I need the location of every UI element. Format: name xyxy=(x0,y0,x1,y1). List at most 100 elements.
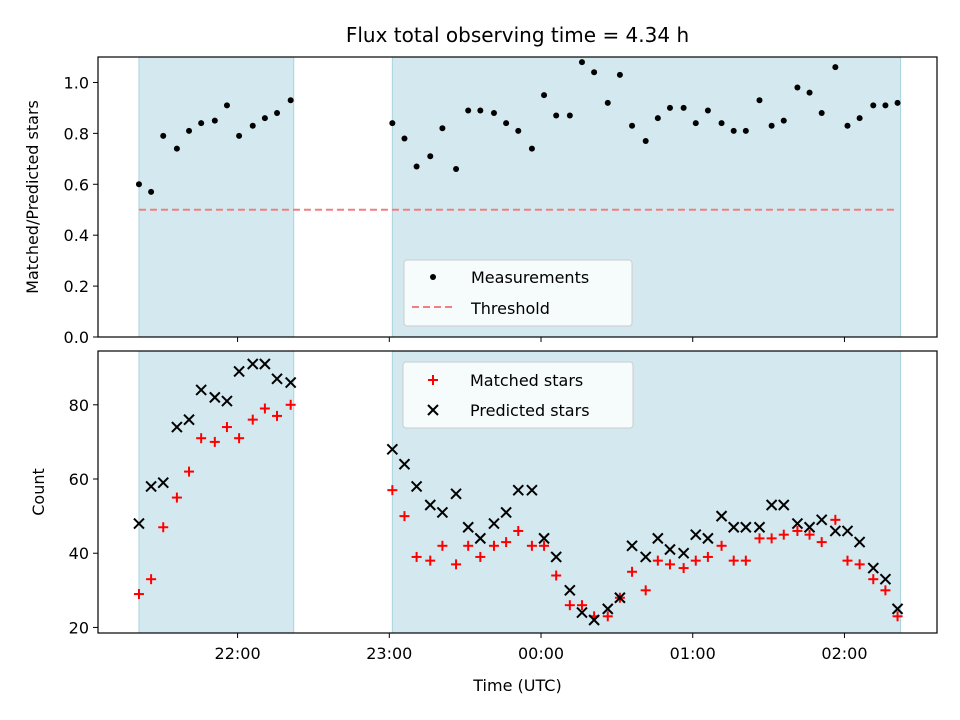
measurement-point xyxy=(806,89,813,96)
predicted-star-point xyxy=(410,480,423,493)
measurement-point xyxy=(453,166,460,172)
measurement-point xyxy=(249,122,256,129)
predicted-star-point xyxy=(879,573,892,585)
measurement-point xyxy=(704,107,711,114)
measurement-point xyxy=(780,117,787,124)
matched-star-point xyxy=(539,540,550,551)
measurement-point xyxy=(490,110,497,116)
x-tick-label: 23:00 xyxy=(366,644,412,663)
y-tick-label: 60 xyxy=(69,470,89,489)
matched-star-point xyxy=(387,485,398,496)
predicted-stars-points xyxy=(133,358,904,626)
matched-star-point xyxy=(425,555,436,566)
measurement-point xyxy=(261,115,268,122)
y-tick-label: 0.0 xyxy=(64,328,89,347)
predicted-star-point xyxy=(891,603,904,615)
y-tick-label: 0.8 xyxy=(64,124,89,143)
ratio-panel: 0.0 0.2 0.4 0.6 0.8 1.0 Flux total observing … xyxy=(23,23,938,347)
matched-star-point xyxy=(652,555,663,566)
y-tick-label: 80 xyxy=(69,396,89,415)
predicted-star-point xyxy=(564,584,576,597)
legend-plus-glyph xyxy=(428,375,438,385)
matched-star-point xyxy=(488,540,499,551)
predicted-star-point xyxy=(841,525,854,537)
matched-star-point xyxy=(247,414,258,425)
predicted-star-point xyxy=(157,477,169,489)
measurement-point xyxy=(742,127,749,134)
predicted-star-point xyxy=(715,510,728,522)
matched-star-point xyxy=(664,559,675,570)
ratio-legend-box xyxy=(403,259,633,327)
predicted-star-point xyxy=(588,614,600,626)
measurement-point xyxy=(401,135,408,142)
legend-predicted-label: Predicted stars xyxy=(470,401,590,420)
x-axis-label: Time (UTC) xyxy=(472,676,561,695)
legend-measurements-label: Measurements xyxy=(471,268,589,287)
measurement-point xyxy=(654,115,661,122)
measurement-point xyxy=(503,120,510,127)
legend-measurements-marker xyxy=(430,274,436,280)
measurement-point xyxy=(553,112,560,119)
predicted-star-point xyxy=(626,540,638,552)
matched-star-point xyxy=(854,559,865,570)
measurement-point xyxy=(642,138,649,144)
matched-star-point xyxy=(830,514,841,525)
matched-star-point xyxy=(816,537,827,548)
predicted-star-point xyxy=(765,499,778,511)
measurement-point xyxy=(541,92,548,99)
measurement-point xyxy=(186,127,193,134)
predicted-star-point xyxy=(803,521,816,533)
measurement-point xyxy=(148,188,155,195)
measurement-point xyxy=(223,102,230,109)
count-legend-box xyxy=(402,361,634,429)
matched-star-point xyxy=(868,574,879,585)
predicted-star-point xyxy=(259,358,271,370)
matched-star-point xyxy=(451,559,462,570)
matched-star-point xyxy=(740,555,751,566)
matched-star-point xyxy=(146,574,157,585)
y-tick-label: 0.4 xyxy=(64,226,89,245)
count-panel-x-ticks: 22:00 23:00 00:00 01:00 02:00 xyxy=(215,633,868,663)
predicted-star-point xyxy=(576,606,588,619)
legend-matched-label: Matched stars xyxy=(470,371,583,390)
matched-star-point xyxy=(463,540,474,551)
ratio-panel-y-ticks: 0.0 0.2 0.4 0.6 0.8 1.0 xyxy=(64,73,98,347)
predicted-star-point xyxy=(145,480,157,493)
legend-matched-marker xyxy=(428,375,438,385)
ratio-panel-x-ticks xyxy=(237,337,845,342)
matched-star-point xyxy=(842,555,853,566)
measurement-point xyxy=(818,110,825,116)
predicted-star-point xyxy=(664,543,676,556)
matched-star-point xyxy=(880,585,891,596)
matched-star-point xyxy=(272,410,283,421)
measurement-point xyxy=(477,107,484,114)
predicted-star-point xyxy=(512,484,524,496)
predicted-star-point xyxy=(753,521,766,533)
predicted-star-point xyxy=(133,517,145,530)
ratio-measurement-points xyxy=(135,59,901,195)
legend-predicted-marker xyxy=(427,404,439,416)
predicted-star-point xyxy=(500,506,512,519)
predicted-star-point xyxy=(247,358,259,370)
matched-star-point xyxy=(754,533,765,544)
legend-threshold-label: Threshold xyxy=(470,299,550,318)
measurement-point xyxy=(666,104,673,111)
count-panel-y-ticks: 20 40 60 80 xyxy=(69,396,98,637)
predicted-star-point xyxy=(195,384,207,396)
observing-interval-shade xyxy=(138,57,294,337)
measurement-point xyxy=(768,122,775,129)
matched-star-point xyxy=(133,589,144,600)
matched-star-point xyxy=(411,551,422,562)
predicted-star-point xyxy=(727,521,740,533)
matched-star-point xyxy=(640,585,651,596)
measurement-point xyxy=(680,104,687,111)
y-tick-label: 0.2 xyxy=(64,277,89,296)
measurement-point xyxy=(882,102,889,109)
measurement-point xyxy=(528,145,535,152)
matched-star-point xyxy=(892,611,903,622)
matched-stars-points xyxy=(133,399,903,622)
measurement-point xyxy=(287,97,294,104)
measurement-point xyxy=(844,122,851,129)
predicted-star-point xyxy=(233,365,245,378)
